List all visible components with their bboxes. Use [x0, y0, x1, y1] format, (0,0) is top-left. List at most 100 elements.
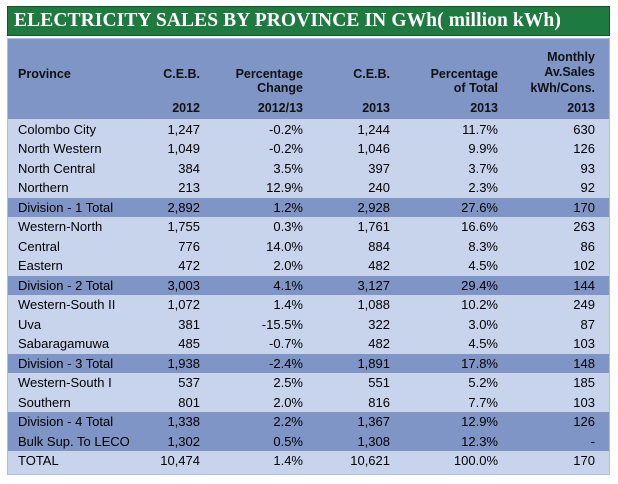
cell-province: North Western [18, 141, 102, 156]
cell-ceb-2012: 537 [178, 375, 200, 390]
cell-ceb-2012: 10,474 [160, 453, 200, 468]
cell-ceb-2012: 3,003 [167, 277, 200, 293]
cell-pct-total: 3.7% [468, 160, 498, 176]
cell-ceb-2013: 1,891 [357, 355, 390, 371]
table-row: North Central 384 3.5% 397 3.7% 93 [8, 159, 609, 179]
table-row-total: Bulk Sup. To LECO 1,302 0.5% 1,308 12.3% - [8, 431, 609, 451]
cell-pct-total: 7.7% [468, 394, 498, 410]
cell-ceb-2013: 1,367 [357, 414, 390, 429]
cell-ceb-2012: 381 [178, 316, 200, 332]
cell-pct-change: 14.0% [266, 238, 303, 254]
cell-pct-total: 11.7% [462, 121, 498, 137]
cell-monthly-avg: 263 [573, 219, 595, 234]
cell-province: Central [18, 238, 60, 254]
table-row: Sabaragamuwa 485 -0.7% 482 4.5% 103 [8, 334, 609, 354]
header-ceb-2013: C.E.B. [353, 67, 390, 81]
cell-monthly-avg: 93 [580, 160, 595, 176]
cell-pct-total: 8.3% [468, 238, 498, 254]
table-row-total: Division - 4 Total 1,338 2.2% 1,367 12.9% 126 [8, 412, 609, 432]
cell-province: Eastern [18, 258, 63, 273]
cell-pct-total: 12.9% [461, 414, 498, 429]
cell-monthly-avg: 103 [573, 394, 595, 410]
header-province: Province [18, 67, 71, 81]
cell-ceb-2012: 2,892 [167, 199, 200, 215]
cell-pct-change: -2.4% [269, 355, 303, 371]
cell-ceb-2013: 2,928 [357, 199, 390, 215]
table-row: Western-North 1,755 0.3% 1,761 16.6% 263 [8, 217, 609, 237]
cell-pct-total: 4.5% [468, 336, 498, 351]
cell-ceb-2012: 1,338 [167, 414, 200, 429]
cell-pct-total: 12.3% [461, 433, 498, 449]
cell-province: Division - 2 Total [18, 277, 114, 293]
cell-ceb-2013: 3,127 [357, 277, 390, 293]
cell-ceb-2013: 1,046 [357, 141, 390, 156]
cell-province: Northern [18, 180, 69, 195]
cell-province: Sabaragamuwa [18, 336, 110, 351]
header-pct-change-1: Percentage [235, 67, 303, 81]
cell-monthly-avg: 126 [573, 141, 595, 156]
cell-monthly-avg: 126 [573, 414, 595, 429]
cell-pct-total: 9.9% [468, 141, 498, 156]
cell-ceb-2013: 1,761 [357, 219, 390, 234]
cell-monthly-avg: 92 [580, 180, 595, 195]
header-year-2012: 2012 [172, 101, 200, 115]
cell-pct-change: -0.2% [269, 121, 303, 137]
cell-pct-change: 2.2% [273, 414, 303, 429]
cell-pct-change: 3.5% [273, 160, 303, 176]
table-row: Western-South I 537 2.5% 551 5.2% 185 [8, 373, 609, 393]
cell-pct-total: 100.0% [453, 453, 498, 468]
table-row: Eastern 472 2.0% 482 4.5% 102 [8, 256, 609, 276]
cell-province: Division - 4 Total [18, 414, 114, 429]
header-ceb-2012: C.E.B. [163, 67, 200, 81]
cell-ceb-2012: 1,302 [167, 433, 200, 449]
title-bar: ELECTRICITY SALES BY PROVINCE IN GWh( mi… [7, 6, 610, 36]
cell-pct-change: 2.5% [273, 375, 303, 390]
header-pct-total-1: Percentage [430, 67, 498, 81]
cell-province: Colombo City [18, 121, 97, 137]
cell-pct-change: -15.5% [261, 316, 303, 332]
table-row: Central 776 14.0% 884 8.3% 86 [8, 237, 609, 257]
cell-ceb-2013: 816 [368, 394, 390, 410]
cell-province: Division - 1 Total [18, 199, 114, 215]
table-header: Province C.E.B. Percentage Change C.E.B.… [8, 39, 609, 119]
table-row: Western-South II 1,072 1.4% 1,088 10.2% 249 [8, 295, 609, 315]
table-row: Uva 381 -15.5% 322 3.0% 87 [8, 315, 609, 335]
cell-ceb-2013: 551 [368, 375, 390, 390]
cell-pct-total: 3.0% [468, 316, 498, 332]
cell-monthly-avg: 170 [573, 199, 595, 215]
cell-ceb-2013: 10,621 [350, 453, 390, 468]
cell-ceb-2012: 485 [178, 336, 200, 351]
header-monthly-2: Av.Sales [544, 65, 595, 79]
cell-monthly-avg: 185 [573, 375, 595, 390]
header-year-2013-ceb: 2013 [362, 101, 390, 115]
cell-pct-total: 16.6% [461, 219, 498, 234]
cell-province: North Central [18, 160, 96, 176]
cell-pct-total: 4.5% [468, 258, 498, 273]
header-monthly-1: Monthly [547, 50, 595, 64]
cell-pct-change: 1.2% [273, 199, 303, 215]
table-row: TOTAL 10,474 1.4% 10,621 100.0% 170 [8, 451, 609, 471]
table-row: North Western 1,049 -0.2% 1,046 9.9% 126 [8, 139, 609, 159]
cell-monthly-avg: - [590, 433, 595, 449]
cell-monthly-avg: 103 [573, 336, 595, 351]
cell-province: Western-South II [18, 297, 116, 312]
cell-ceb-2012: 1,247 [167, 121, 200, 137]
cell-ceb-2012: 384 [178, 160, 200, 176]
header-pct-change-2: Change [257, 81, 303, 95]
cell-ceb-2013: 482 [368, 258, 390, 273]
header-year-2013-monthly: 2013 [567, 101, 595, 115]
table-row: Southern 801 2.0% 816 7.7% 103 [8, 393, 609, 413]
cell-ceb-2013: 322 [368, 316, 390, 332]
cell-province: Uva [18, 316, 42, 332]
cell-monthly-avg: 249 [573, 297, 595, 312]
cell-province: Western-South I [18, 375, 112, 390]
cell-ceb-2012: 1,072 [167, 297, 200, 312]
cell-ceb-2013: 1,308 [357, 433, 390, 449]
cell-pct-change: 0.3% [273, 219, 303, 234]
cell-pct-change: 0.5% [273, 433, 303, 449]
header-year-2013-pct: 2013 [470, 101, 498, 115]
cell-pct-total: 2.3% [468, 180, 498, 195]
cell-pct-change: 4.1% [273, 277, 303, 293]
table-row-total: Division - 1 Total 2,892 1.2% 2,928 27.6% 170 [8, 197, 609, 217]
cell-province: Division - 3 Total [18, 355, 114, 371]
